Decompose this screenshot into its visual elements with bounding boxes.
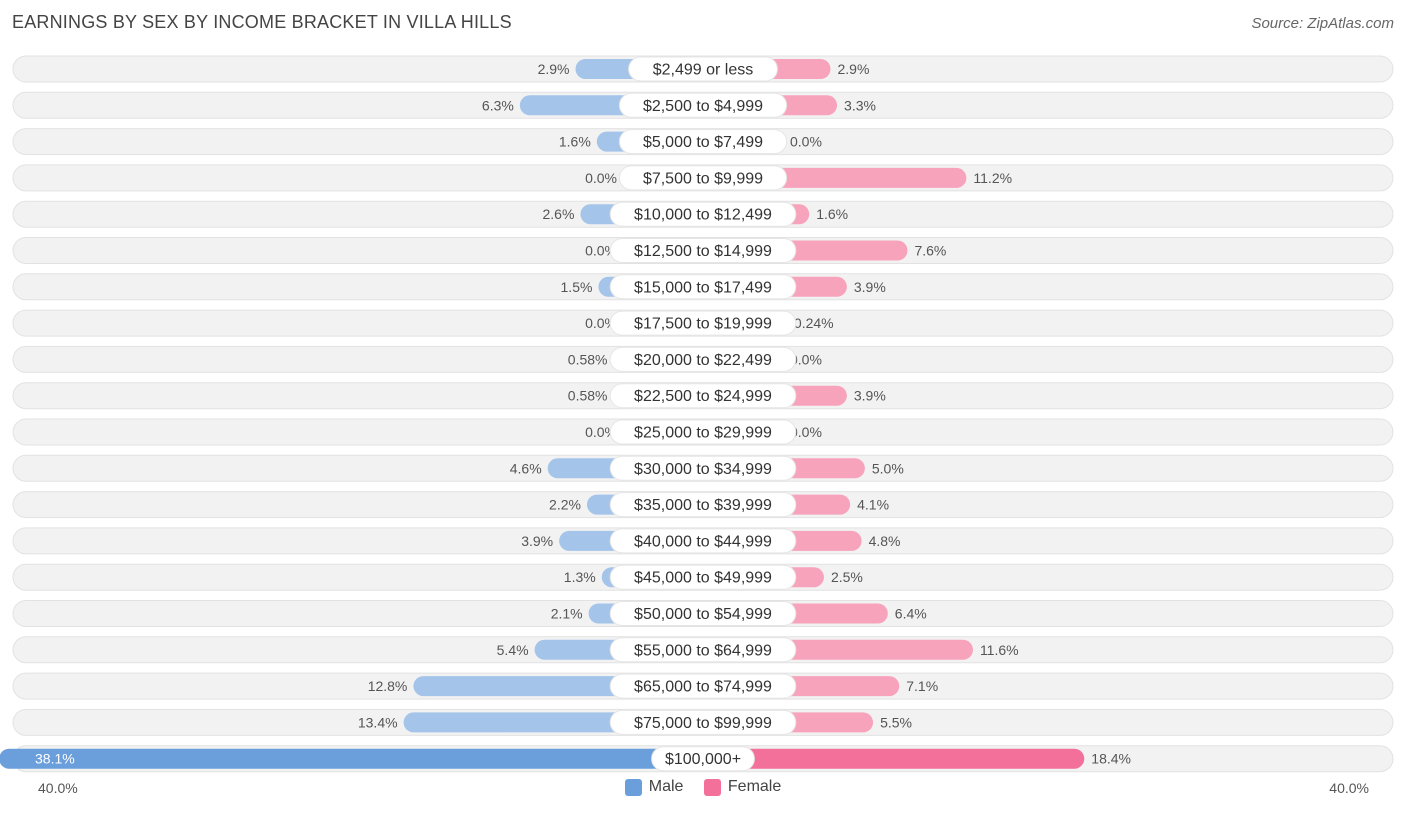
male-value-label: 6.3%	[482, 97, 514, 113]
category-label: $45,000 to $49,999	[634, 570, 772, 587]
category-pill	[609, 709, 797, 735]
male-value-label: 0.58%	[568, 388, 608, 404]
male-value-label: 2.9%	[538, 61, 570, 77]
category-label: $12,500 to $14,999	[634, 243, 772, 260]
category-label: $100,000+	[665, 751, 741, 768]
female-value-label: 0.24%	[794, 315, 834, 331]
female-value-label: 4.8%	[869, 533, 901, 549]
category-pill	[609, 673, 797, 699]
female-value-label: 18.4%	[1091, 751, 1131, 767]
legend-item-male[interactable]: Male	[624, 778, 684, 796]
category-label: $50,000 to $54,999	[634, 606, 772, 623]
category-label: $17,500 to $19,999	[634, 316, 772, 333]
category-pill	[609, 346, 797, 372]
female-value-label: 2.9%	[837, 61, 869, 77]
category-pill	[618, 92, 788, 118]
male-value-label: 13.4%	[358, 714, 398, 730]
female-value-label: 1.6%	[816, 206, 848, 222]
category-label: $75,000 to $99,999	[634, 715, 772, 732]
category-pill	[628, 56, 778, 82]
male-value-label: 5.4%	[497, 642, 529, 658]
category-label: $40,000 to $44,999	[634, 533, 772, 550]
male-value-label: 0.0%	[585, 243, 617, 259]
category-label: $55,000 to $64,999	[634, 642, 772, 659]
female-value-label: 7.1%	[906, 678, 938, 694]
female-value-label: 3.3%	[844, 97, 876, 113]
male-value-label: 12.8%	[368, 678, 408, 694]
male-value-label: 2.1%	[551, 606, 583, 622]
category-label: $22,500 to $24,999	[634, 388, 772, 405]
female-value-label: 0.0%	[790, 134, 822, 150]
category-label: $15,000 to $17,499	[634, 279, 772, 296]
category-pill	[609, 201, 797, 227]
female-value-label: 5.5%	[880, 714, 912, 730]
category-label: $30,000 to $34,999	[634, 461, 772, 478]
legend-label-female: Female	[727, 778, 782, 795]
female-value-label: 4.1%	[857, 497, 889, 513]
category-pill	[651, 746, 755, 772]
female-value-label: 7.6%	[914, 243, 946, 259]
axis-right-label: 40.0%	[1329, 780, 1369, 796]
female-value-label: 6.4%	[895, 606, 927, 622]
female-value-label: 2.5%	[831, 569, 863, 585]
category-label: $2,500 to $4,999	[643, 98, 763, 115]
category-pill	[609, 601, 797, 626]
chart-canvas: 2.9% 2.9% $2,499 or less 6.3% 3.3% $2,500 to …	[0, 55, 1394, 773]
category-pill	[609, 564, 797, 590]
category-label: $25,000 to $29,999	[634, 425, 772, 442]
female-value-label: 5.0%	[872, 460, 904, 476]
male-value-label: 0.0%	[585, 315, 617, 331]
female-value-label: 3.9%	[854, 279, 886, 295]
male-value-label: 0.0%	[585, 170, 617, 186]
female-value-label: 11.6%	[980, 642, 1019, 658]
female-value-label: 0.0%	[790, 424, 822, 440]
male-value-label: 1.6%	[559, 134, 591, 150]
male-value-label: 4.6%	[510, 460, 542, 476]
male-value-label: 2.2%	[549, 497, 581, 513]
category-pill	[609, 310, 797, 336]
category-pill	[609, 492, 797, 518]
source-credit: Source: ZipAtlas.com	[1251, 15, 1394, 32]
male-value-label: 38.1%	[35, 751, 75, 767]
category-label: $5,000 to $7,499	[643, 134, 763, 151]
legend-swatch-male	[624, 778, 642, 796]
legend: Male Female	[0, 778, 1406, 801]
category-pill	[609, 383, 797, 409]
category-pill	[609, 419, 797, 445]
female-value-label: 11.2%	[973, 170, 1012, 186]
male-value-label: 1.3%	[564, 569, 596, 585]
female-value-label: 3.9%	[854, 388, 886, 404]
male-value-label: 1.5%	[561, 279, 593, 295]
chart-title: EARNINGS BY SEX BY INCOME BRACKET IN VIL…	[12, 12, 512, 32]
category-label: $10,000 to $12,499	[634, 207, 772, 224]
category-pill	[609, 455, 797, 481]
category-pill	[609, 637, 797, 663]
category-label: $65,000 to $74,999	[634, 679, 772, 696]
male-value-label: 3.9%	[521, 533, 553, 549]
category-label: $35,000 to $39,999	[634, 497, 772, 514]
male-value-label: 2.6%	[543, 206, 575, 222]
category-pill	[618, 165, 788, 191]
legend-label-male: Male	[648, 778, 684, 795]
category-pill	[609, 238, 797, 263]
male-value-label: 0.0%	[585, 424, 617, 440]
category-pill	[609, 274, 797, 300]
category-label: $7,500 to $9,999	[643, 170, 763, 187]
female-value-label: 0.0%	[790, 351, 822, 367]
category-pill	[618, 129, 788, 155]
category-label: $2,499 or less	[653, 62, 754, 79]
legend-swatch-female	[703, 778, 721, 796]
female-bar	[703, 748, 1085, 769]
legend-item-female[interactable]: Female	[703, 778, 782, 796]
male-bar	[0, 748, 703, 769]
male-value-label: 0.58%	[568, 351, 608, 367]
category-pill	[609, 528, 797, 554]
axis-left-label: 40.0%	[38, 780, 78, 796]
category-label: $20,000 to $22,499	[634, 352, 772, 369]
